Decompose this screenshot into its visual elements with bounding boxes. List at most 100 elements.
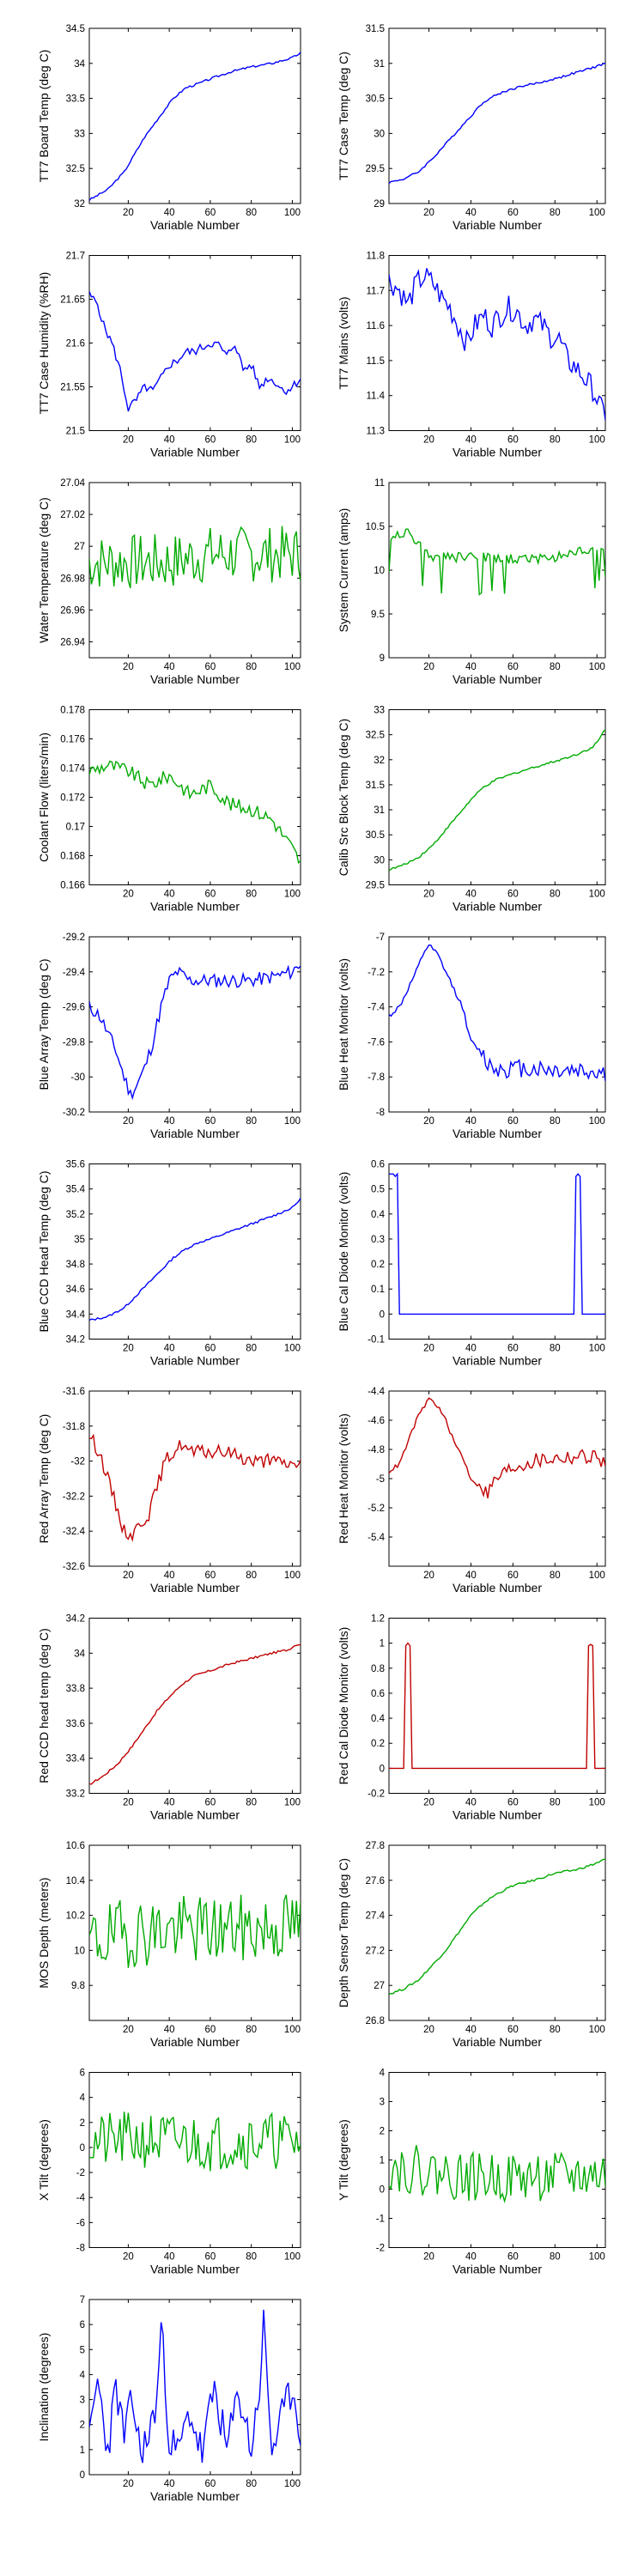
y-axis-label: TT7 Case Humidity (%RH) xyxy=(37,272,51,415)
x-tick-label: 60 xyxy=(205,1344,216,1354)
x-axis-label: Variable Number xyxy=(150,2035,240,2049)
x-tick-label: 40 xyxy=(465,662,477,672)
y-tick-label: -4.6 xyxy=(368,1416,385,1426)
y-axis-label: Blue Heat Monitor (volts) xyxy=(337,958,350,1091)
y-tick-label: 33.8 xyxy=(66,1684,85,1694)
chart-panel-8: 20 40 60 80 100 -30.2 -30 -29.8 -29.6 -29.4 -29.2 V… xyxy=(37,933,301,1140)
series-line xyxy=(389,528,605,596)
y-tick-label: 10.5 xyxy=(366,522,385,532)
y-tick-label: 0.2 xyxy=(371,1260,385,1270)
x-tick-label: 40 xyxy=(465,2252,477,2263)
y-tick-label: 33.5 xyxy=(66,94,85,105)
chart-panel-18: 20 40 60 80 100 -8 -6 -4 -2 0 2 4 6 Variable Number X … xyxy=(37,2069,301,2276)
x-tick-label: 100 xyxy=(589,890,605,900)
x-axis-label: Variable Number xyxy=(150,218,240,232)
x-tick-label: 80 xyxy=(550,435,561,446)
x-tick-label: 20 xyxy=(423,2025,434,2035)
x-tick-label: 100 xyxy=(284,1571,301,1581)
x-tick-label: 40 xyxy=(465,1116,477,1127)
series-line xyxy=(89,1894,301,1968)
chart-panel-10: 20 40 60 80 100 34.2 34.4 34.6 34.8 35 35.2 35.4 35.… xyxy=(37,1160,301,1368)
y-tick-label: 27.04 xyxy=(60,478,85,489)
y-tick-label: -4.4 xyxy=(368,1387,385,1397)
x-tick-label: 20 xyxy=(423,1116,434,1127)
x-tick-label: 20 xyxy=(423,208,434,218)
y-tick-label: 21.65 xyxy=(60,295,85,306)
chart-panel-0: 20 40 60 80 100 32 32.5 33 33.5 34 34.5 Variable Nu… xyxy=(37,24,301,232)
x-tick-label: 100 xyxy=(284,2479,301,2489)
x-tick-label: 20 xyxy=(123,2252,134,2263)
x-tick-label: 60 xyxy=(507,1116,519,1127)
y-tick-label: 2 xyxy=(380,2127,385,2137)
y-tick-label: 27.02 xyxy=(60,510,85,520)
x-axis-label: Variable Number xyxy=(453,1127,542,1140)
x-tick-label: 20 xyxy=(123,1571,134,1581)
y-tick-label: 34.4 xyxy=(66,1309,86,1320)
x-tick-label: 60 xyxy=(507,208,519,218)
plot-frame xyxy=(388,27,606,204)
plot-frame xyxy=(88,936,301,1113)
y-tick-label: 9.5 xyxy=(371,610,385,620)
y-tick-label: 33 xyxy=(74,129,85,139)
y-tick-label: -31.8 xyxy=(63,1422,85,1432)
plot-frame xyxy=(88,1163,301,1340)
y-tick-label: 33.6 xyxy=(66,1719,85,1729)
chart-panel-16: 20 40 60 80 100 9.8 10 10.2 10.4 10.6 Variable Num… xyxy=(37,1841,301,2049)
y-tick-label: -2 xyxy=(376,2244,385,2254)
x-tick-label: 60 xyxy=(205,2252,216,2263)
x-tick-label: 80 xyxy=(246,662,257,672)
y-tick-label: 27 xyxy=(74,542,85,552)
x-tick-label: 80 xyxy=(550,1798,561,1808)
y-tick-label: 27.8 xyxy=(366,1841,385,1851)
x-tick-label: 60 xyxy=(205,435,216,446)
x-axis-label: Variable Number xyxy=(150,1581,240,1595)
y-tick-label: 11.6 xyxy=(366,321,385,331)
x-tick-label: 80 xyxy=(246,1571,257,1581)
y-tick-label: 11.4 xyxy=(366,392,385,402)
y-tick-label: 0.6 xyxy=(371,1689,385,1699)
series-line xyxy=(389,1858,605,1996)
x-tick-label: 100 xyxy=(589,662,605,672)
y-tick-label: 27.2 xyxy=(366,1946,385,1956)
x-tick-label: 20 xyxy=(123,2025,134,2035)
x-tick-label: 20 xyxy=(423,662,434,672)
y-tick-label: 7 xyxy=(80,2295,85,2306)
y-tick-label: 2 xyxy=(80,2421,85,2431)
x-tick-label: 100 xyxy=(589,2025,605,2035)
y-axis-label: TT7 Mains (volts) xyxy=(337,296,350,389)
y-tick-label: 9 xyxy=(380,653,385,664)
x-tick-label: 60 xyxy=(507,2025,519,2035)
x-tick-label: 100 xyxy=(284,1116,301,1127)
y-tick-label: 0 xyxy=(80,2470,85,2481)
x-tick-label: 40 xyxy=(164,1116,175,1127)
y-tick-label: -29.4 xyxy=(63,968,86,978)
y-axis-label: System Current (amps) xyxy=(337,508,350,633)
y-tick-label: 34.2 xyxy=(66,1614,85,1625)
x-tick-label: 40 xyxy=(164,662,175,672)
x-axis-label: Variable Number xyxy=(453,1354,542,1368)
y-tick-label: 0 xyxy=(380,2185,385,2196)
x-tick-label: 100 xyxy=(589,208,605,218)
chart-panel-13: 20 40 60 80 100 -5.4 -5.2 -5 -4.8 -4.6 -4.4 Variabl… xyxy=(337,1387,606,1595)
x-tick-label: 80 xyxy=(550,208,561,218)
y-tick-label: -5.4 xyxy=(368,1533,385,1543)
y-tick-label: 0.166 xyxy=(60,881,85,891)
x-tick-label: 40 xyxy=(465,1344,477,1354)
x-tick-label: 100 xyxy=(589,1798,605,1808)
y-axis-label: Red CCD head temp (deg C) xyxy=(37,1628,51,1783)
y-tick-label: 32 xyxy=(374,756,385,766)
plot-frame xyxy=(88,1390,301,1567)
y-tick-label: 30.5 xyxy=(366,830,385,841)
x-tick-label: 40 xyxy=(465,2025,477,2035)
series-line xyxy=(389,1397,605,1499)
y-tick-label: 26.96 xyxy=(60,605,85,616)
x-tick-label: 40 xyxy=(465,208,477,218)
y-tick-label: -0.1 xyxy=(368,1335,385,1346)
chart-panel-3: 20 40 60 80 100 11.3 11.4 11.5 11.6 11.7 11.8 Varia… xyxy=(337,252,606,459)
chart-panel-4: 20 40 60 80 100 26.94 26.96 26.98 27 27.02 27.04 Va… xyxy=(37,478,301,686)
y-tick-label: 33.2 xyxy=(66,1789,85,1800)
chart-panel-9: 20 40 60 80 100 -8 -7.8 -7.6 -7.4 -7.2 -7 Variable … xyxy=(337,933,606,1140)
x-tick-label: 80 xyxy=(550,890,561,900)
series-line xyxy=(89,52,301,202)
x-tick-label: 60 xyxy=(507,1571,519,1581)
